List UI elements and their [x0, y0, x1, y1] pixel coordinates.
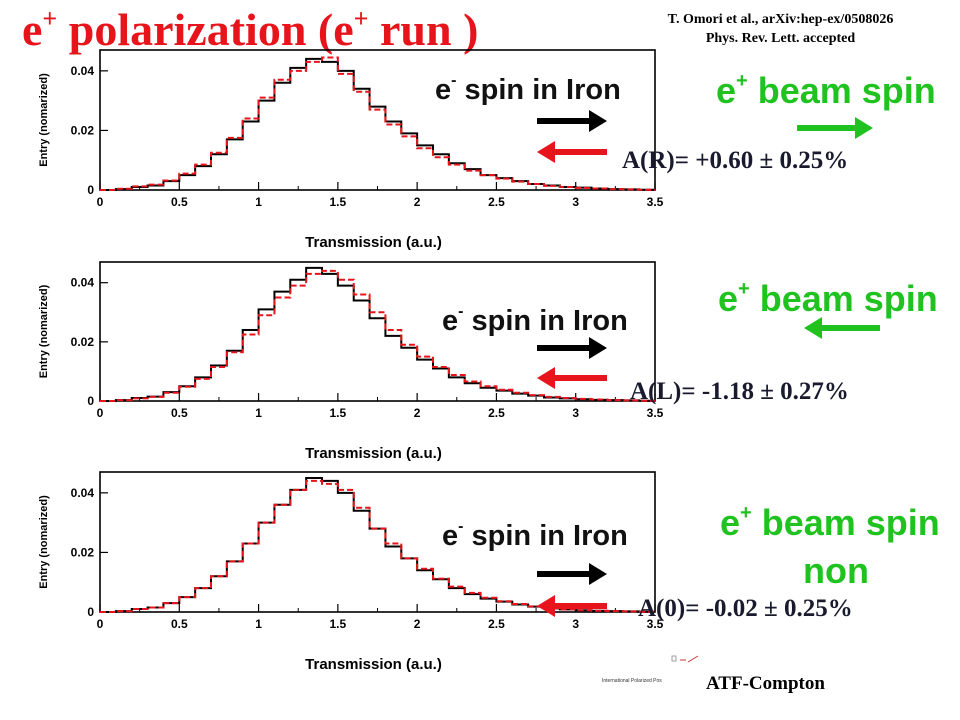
x-tick-label: 1 [255, 406, 262, 420]
x-tick-label: 3.5 [647, 195, 664, 209]
x-tick-label: 2.5 [488, 617, 505, 631]
histogram-black-series [100, 266, 655, 402]
x-tick-label: 2 [414, 406, 421, 420]
beam-spin-arrow-left-head [804, 317, 822, 339]
logo: International Polarized Pos [602, 655, 699, 684]
x-tick-label: 0 [97, 617, 104, 631]
x-tick-label: 1.5 [330, 617, 347, 631]
y-axis-label: Entry (nomarized) [38, 73, 50, 167]
x-tick-label: 2.5 [488, 406, 505, 420]
histogram-red-series [100, 56, 655, 191]
x-tick-label: 0.5 [171, 617, 188, 631]
y-tick-label: 0 [87, 183, 94, 197]
x-tick-label: 1.5 [330, 406, 347, 420]
reverse-spin-arrow-1-head [537, 141, 555, 163]
y-tick-label: 0.04 [71, 276, 95, 290]
x-tick-label: 2 [414, 195, 421, 209]
citation-line-1: T. Omori et al., arXiv:hep-ex/0508026 [667, 12, 894, 27]
histogram-red-series [100, 269, 655, 402]
footer-label: ATF-Compton [706, 673, 825, 694]
y-tick-label: 0 [87, 605, 94, 619]
x-axis-label: Transmission (a.u.) [305, 445, 442, 462]
beam-spin-label-3: e+ beam spin [720, 502, 940, 543]
x-tick-label: 1 [255, 617, 262, 631]
x-tick-label: 3 [572, 406, 579, 420]
citation: T. Omori et al., arXiv:hep-ex/0508026 Ph… [608, 10, 953, 48]
beam-spin-label-1: e+ beam spin [716, 70, 936, 111]
y-tick-label: 0.02 [71, 335, 95, 349]
y-tick-label: 0.02 [71, 545, 95, 559]
x-axis-label: Transmission (a.u.) [305, 656, 442, 673]
beam-spin-label-2: e+ beam spin [718, 278, 938, 319]
y-tick-label: 0.02 [71, 123, 95, 137]
x-tick-label: 0.5 [171, 406, 188, 420]
y-tick-label: 0.04 [71, 64, 95, 78]
y-axis-label: Entry (nomarized) [38, 284, 50, 378]
y-tick-label: 0 [87, 394, 94, 408]
x-tick-label: 3.5 [647, 406, 664, 420]
x-tick-label: 3 [572, 195, 579, 209]
x-tick-label: 0 [97, 406, 104, 420]
iron-spin-label-2: e- spin in Iron [442, 303, 628, 337]
y-tick-label: 0.04 [71, 486, 95, 500]
x-tick-label: 2.5 [488, 195, 505, 209]
x-tick-label: 1 [255, 195, 262, 209]
iron-spin-arrow-2-head [589, 337, 607, 359]
x-tick-label: 1.5 [330, 195, 347, 209]
iron-spin-label-1: e- spin in Iron [435, 72, 621, 106]
x-tick-label: 3.5 [647, 617, 664, 631]
reverse-spin-arrow-3-head [537, 595, 555, 617]
x-axis-label: Transmission (a.u.) [305, 234, 442, 251]
slide-title: e+ polarization (e+ run ) [22, 4, 479, 55]
x-tick-label: 2 [414, 617, 421, 631]
x-tick-label: 0.5 [171, 195, 188, 209]
iron-spin-arrow-3-head [589, 563, 607, 585]
citation-line-2: Phys. Rev. Lett. accepted [705, 31, 856, 46]
x-tick-label: 3 [572, 617, 579, 631]
svg-text:International Polarized Pos: International Polarized Pos [602, 678, 662, 684]
iron-spin-label-3: e- spin in Iron [442, 518, 628, 552]
asymmetry-label-3: A(0)= -0.02 ± 0.25% [638, 595, 853, 622]
iron-spin-arrow-1-head [589, 110, 607, 132]
reverse-spin-arrow-2-head [537, 367, 555, 389]
y-axis-label: Entry (nomarized) [38, 495, 50, 589]
asymmetry-label-1: A(R)= +0.60 ± 0.25% [622, 147, 849, 174]
beam-spin-non-label: non [803, 550, 869, 591]
beam-spin-arrow-right-head [855, 117, 873, 139]
x-tick-label: 0 [97, 195, 104, 209]
asymmetry-label-2: A(L)= -1.18 ± 0.27% [630, 378, 849, 405]
